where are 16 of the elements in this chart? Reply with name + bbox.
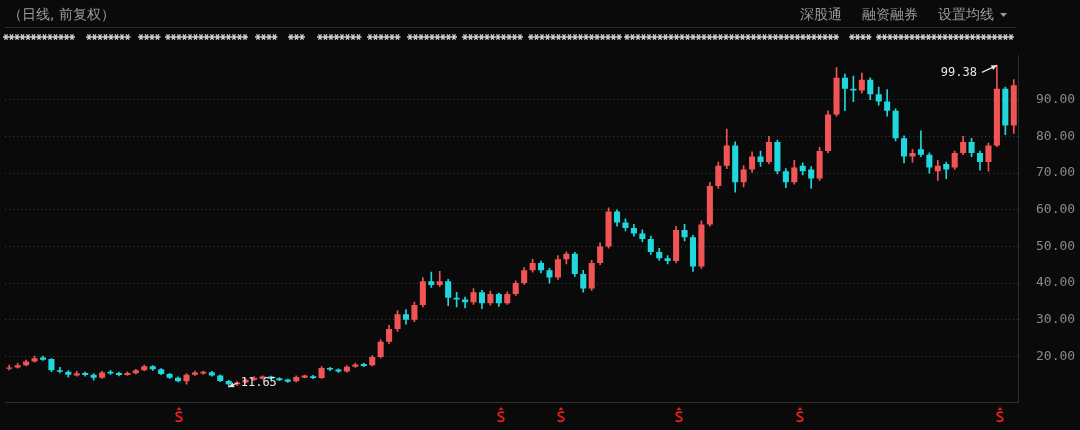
y-tick-label: 80.00	[1036, 127, 1076, 143]
annotation: 11.65	[240, 375, 277, 390]
candlestick	[917, 130, 924, 157]
text: 设置均线	[938, 6, 994, 24]
text: 融资融券	[862, 6, 918, 24]
y-tick-label: 30.00	[1036, 311, 1076, 327]
y-tick-label: 70.00	[1036, 164, 1076, 180]
candlestick	[934, 159, 941, 181]
y-tick-label: 20.00	[1036, 347, 1076, 363]
text: 深股通	[800, 6, 842, 24]
annotation: 99.38	[940, 64, 977, 79]
y-tick-label: 40.00	[1036, 274, 1076, 290]
y-tick-label: 50.00	[1036, 237, 1076, 253]
chart-title: （日线, 前复权）	[8, 6, 115, 24]
y-tick-label: 60.00	[1036, 201, 1076, 217]
y-tick-label: 90.00	[1036, 91, 1076, 107]
